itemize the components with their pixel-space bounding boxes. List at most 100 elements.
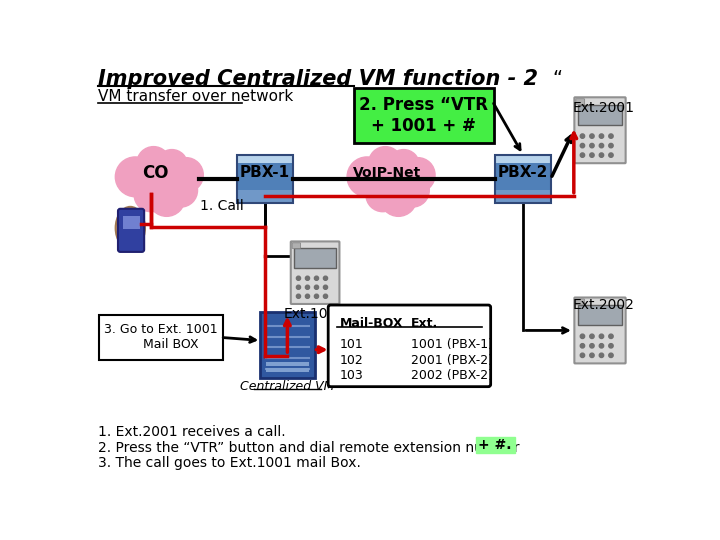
- Text: Mail-BOX: Mail-BOX: [340, 316, 403, 329]
- Circle shape: [168, 158, 203, 192]
- Circle shape: [580, 334, 585, 339]
- Circle shape: [590, 353, 594, 357]
- Circle shape: [323, 285, 328, 289]
- Text: 3. The call goes to Ext.1001 mail Box.: 3. The call goes to Ext.1001 mail Box.: [98, 456, 361, 470]
- FancyBboxPatch shape: [495, 155, 551, 164]
- Circle shape: [609, 334, 613, 339]
- FancyBboxPatch shape: [495, 164, 551, 190]
- Text: CO: CO: [142, 164, 168, 181]
- Circle shape: [580, 134, 585, 138]
- FancyBboxPatch shape: [576, 299, 585, 305]
- Circle shape: [609, 144, 613, 148]
- Text: Improved Centralized VM function - 2: Improved Centralized VM function - 2: [98, 69, 538, 89]
- FancyBboxPatch shape: [575, 298, 626, 363]
- FancyBboxPatch shape: [576, 99, 585, 105]
- Circle shape: [297, 294, 300, 298]
- Circle shape: [305, 276, 310, 280]
- Text: 103: 103: [340, 369, 364, 382]
- FancyBboxPatch shape: [238, 155, 293, 164]
- Text: PBX-1: PBX-1: [240, 165, 290, 180]
- Circle shape: [148, 180, 185, 217]
- FancyBboxPatch shape: [354, 88, 494, 143]
- Circle shape: [380, 180, 417, 217]
- FancyBboxPatch shape: [476, 437, 515, 453]
- Text: 2. Press “VTR
+ 1001 + #: 2. Press “VTR + 1001 + #: [359, 96, 488, 135]
- FancyBboxPatch shape: [99, 315, 222, 360]
- Text: + #.: + #.: [478, 438, 512, 452]
- FancyBboxPatch shape: [266, 368, 309, 372]
- Circle shape: [369, 146, 402, 180]
- Circle shape: [609, 134, 613, 138]
- Circle shape: [137, 157, 181, 201]
- Circle shape: [400, 158, 435, 192]
- FancyBboxPatch shape: [495, 190, 551, 202]
- Text: 2. Press the “VTR” button and dial remote extension number: 2. Press the “VTR” button and dial remot…: [98, 441, 519, 455]
- Circle shape: [590, 144, 594, 148]
- Circle shape: [323, 276, 328, 280]
- Text: Ext.2002: Ext.2002: [573, 298, 635, 312]
- Circle shape: [590, 334, 594, 339]
- Circle shape: [580, 343, 585, 348]
- FancyBboxPatch shape: [238, 164, 293, 190]
- FancyBboxPatch shape: [238, 163, 293, 166]
- Circle shape: [156, 150, 188, 181]
- FancyBboxPatch shape: [122, 217, 140, 229]
- Circle shape: [305, 285, 310, 289]
- Circle shape: [297, 285, 300, 289]
- Circle shape: [599, 153, 603, 157]
- Text: PBX-2: PBX-2: [498, 165, 548, 180]
- Text: 101: 101: [340, 338, 364, 351]
- Circle shape: [599, 144, 603, 148]
- Circle shape: [580, 153, 585, 157]
- Circle shape: [134, 178, 168, 212]
- Circle shape: [590, 134, 594, 138]
- Text: Ext.: Ext.: [411, 316, 438, 329]
- Circle shape: [609, 353, 613, 357]
- FancyBboxPatch shape: [294, 248, 336, 268]
- Circle shape: [590, 153, 594, 157]
- Circle shape: [315, 285, 318, 289]
- Circle shape: [599, 343, 603, 348]
- Circle shape: [609, 343, 613, 348]
- Circle shape: [599, 334, 603, 339]
- FancyBboxPatch shape: [495, 163, 551, 166]
- Text: 2002 (PBX-2): 2002 (PBX-2): [411, 369, 493, 382]
- Text: 1. Ext.2001 receives a call.: 1. Ext.2001 receives a call.: [98, 425, 286, 439]
- Circle shape: [323, 294, 328, 298]
- Circle shape: [115, 157, 155, 197]
- FancyBboxPatch shape: [238, 190, 293, 202]
- Circle shape: [599, 134, 603, 138]
- Circle shape: [388, 150, 419, 181]
- FancyBboxPatch shape: [328, 305, 490, 387]
- Text: VoIP-Net: VoIP-Net: [353, 166, 420, 180]
- Text: Ext.2001: Ext.2001: [573, 101, 635, 115]
- Text: 1001 (PBX-1): 1001 (PBX-1): [411, 338, 493, 351]
- Circle shape: [305, 294, 310, 298]
- FancyBboxPatch shape: [292, 243, 301, 248]
- Circle shape: [297, 276, 300, 280]
- Text: Ext.1001: Ext.1001: [284, 307, 346, 321]
- FancyBboxPatch shape: [260, 312, 315, 378]
- Circle shape: [396, 173, 429, 207]
- Circle shape: [599, 353, 603, 357]
- Circle shape: [315, 294, 318, 298]
- FancyBboxPatch shape: [266, 362, 309, 366]
- Circle shape: [366, 178, 400, 212]
- Circle shape: [590, 343, 594, 348]
- Text: 102: 102: [340, 354, 364, 367]
- FancyBboxPatch shape: [575, 97, 626, 163]
- Text: VM transfer over network: VM transfer over network: [98, 90, 293, 104]
- Circle shape: [164, 173, 197, 207]
- Circle shape: [580, 144, 585, 148]
- Text: “: “: [552, 69, 562, 87]
- FancyBboxPatch shape: [578, 105, 622, 125]
- Text: 3. Go to Ext. 1001
     Mail BOX: 3. Go to Ext. 1001 Mail BOX: [104, 323, 217, 352]
- Text: 1. Call: 1. Call: [199, 199, 243, 213]
- Ellipse shape: [116, 207, 145, 249]
- Text: 2001 (PBX-2): 2001 (PBX-2): [411, 354, 493, 367]
- Circle shape: [580, 353, 585, 357]
- FancyBboxPatch shape: [118, 209, 144, 252]
- FancyBboxPatch shape: [291, 241, 339, 304]
- Text: Centralized VM: Centralized VM: [240, 380, 335, 393]
- Circle shape: [347, 157, 387, 197]
